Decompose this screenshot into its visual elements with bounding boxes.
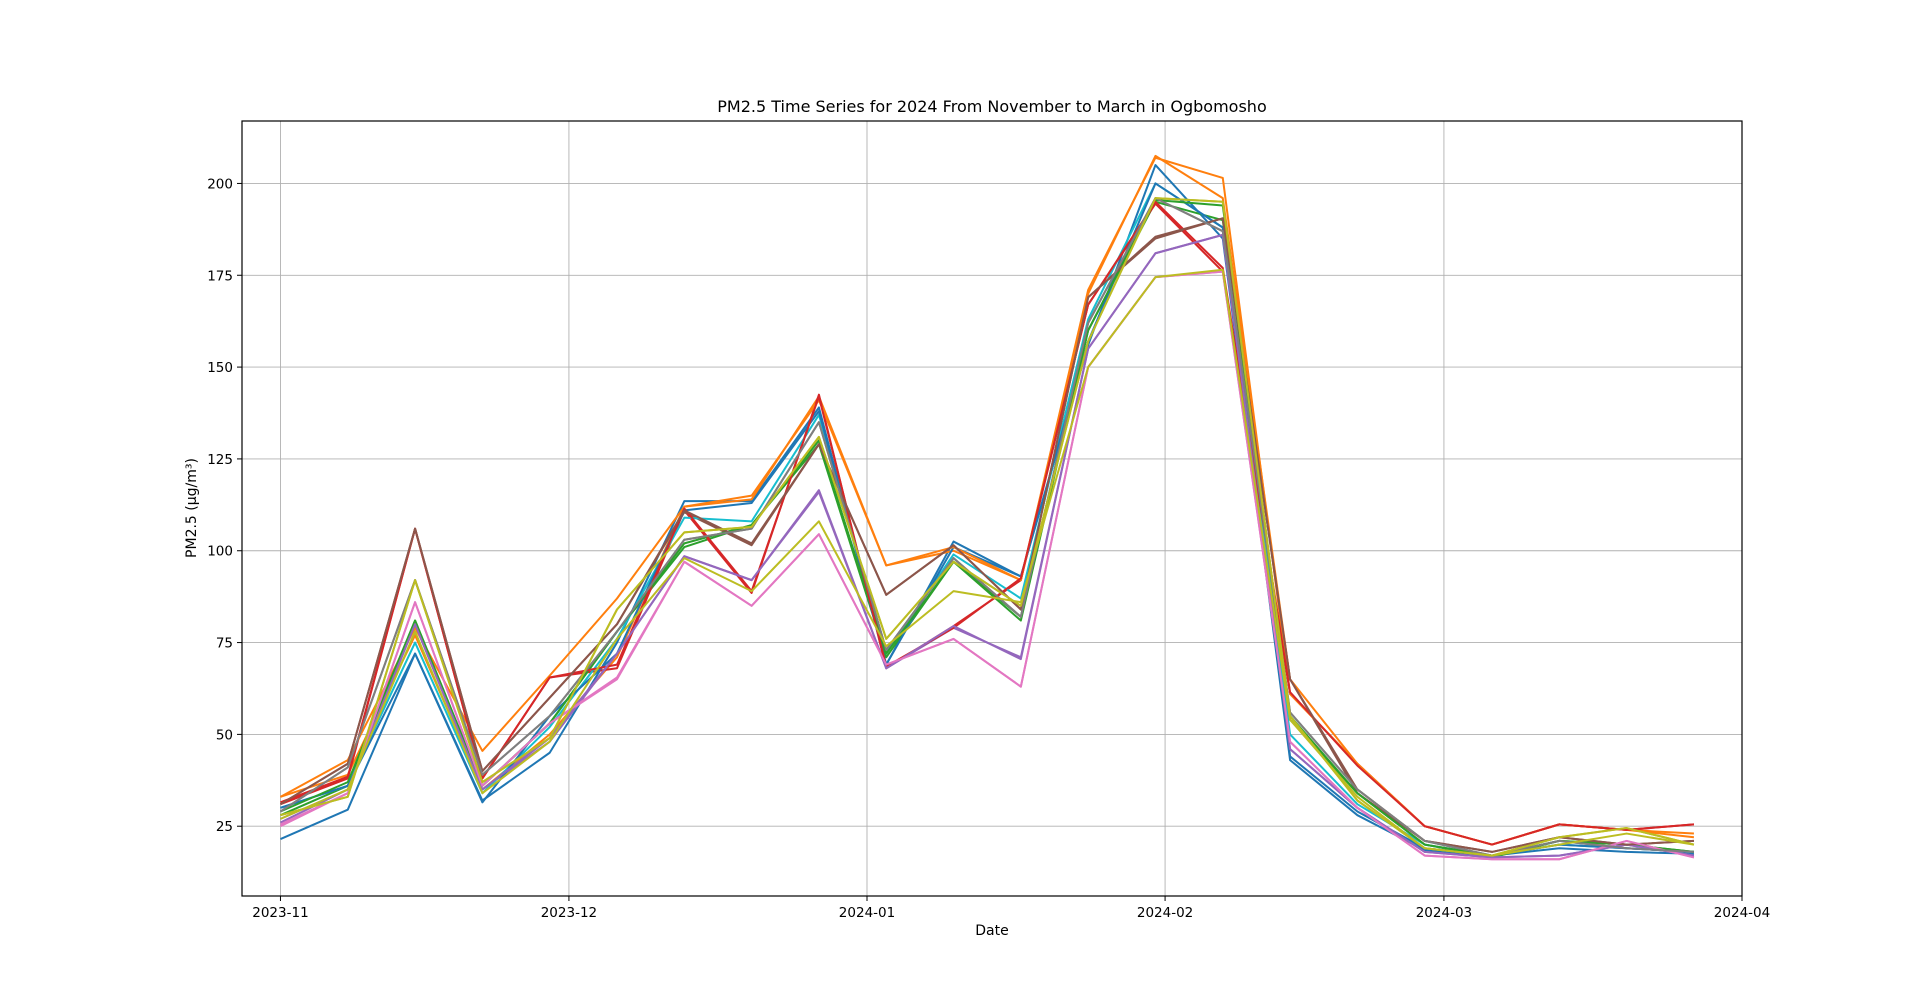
y-tick-label: 175 bbox=[207, 268, 233, 284]
y-tick-label: 150 bbox=[207, 360, 233, 376]
series-line-14 bbox=[280, 200, 1695, 846]
x-tick-label: 2024-02 bbox=[1137, 905, 1193, 921]
series-line-15 bbox=[280, 233, 1695, 859]
x-tick-label: 2023-12 bbox=[541, 905, 597, 921]
chart-title: PM2.5 Time Series for 2024 From November… bbox=[717, 97, 1266, 116]
y-tick-label: 125 bbox=[207, 452, 233, 468]
plot-area-frame bbox=[241, 120, 1743, 897]
y-tick-label: 25 bbox=[216, 819, 233, 835]
x-tick-label: 2023-11 bbox=[252, 905, 308, 921]
y-tick-label: 75 bbox=[216, 636, 233, 652]
series-line-17 bbox=[280, 270, 1695, 861]
series-line-20 bbox=[280, 268, 1695, 857]
axis-ticks: 2023-11 2023-12 2024-01 2024-02 2024-03 2024-… bbox=[207, 176, 1770, 921]
y-axis-label: PM2.5 (µg/m³) bbox=[184, 458, 200, 558]
x-axis-label: Date bbox=[975, 923, 1008, 939]
x-tick-label: 2024-03 bbox=[1416, 905, 1472, 921]
series-lines bbox=[279, 154, 1695, 861]
x-tick-label: 2024-04 bbox=[1714, 905, 1770, 921]
y-tick-label: 100 bbox=[207, 544, 233, 560]
series-line-16 bbox=[279, 217, 1694, 853]
x-tick-label: 2024-01 bbox=[839, 905, 895, 921]
series-line-18 bbox=[279, 197, 1694, 857]
y-tick-label: 200 bbox=[207, 176, 233, 192]
y-tick-label: 50 bbox=[216, 727, 233, 743]
